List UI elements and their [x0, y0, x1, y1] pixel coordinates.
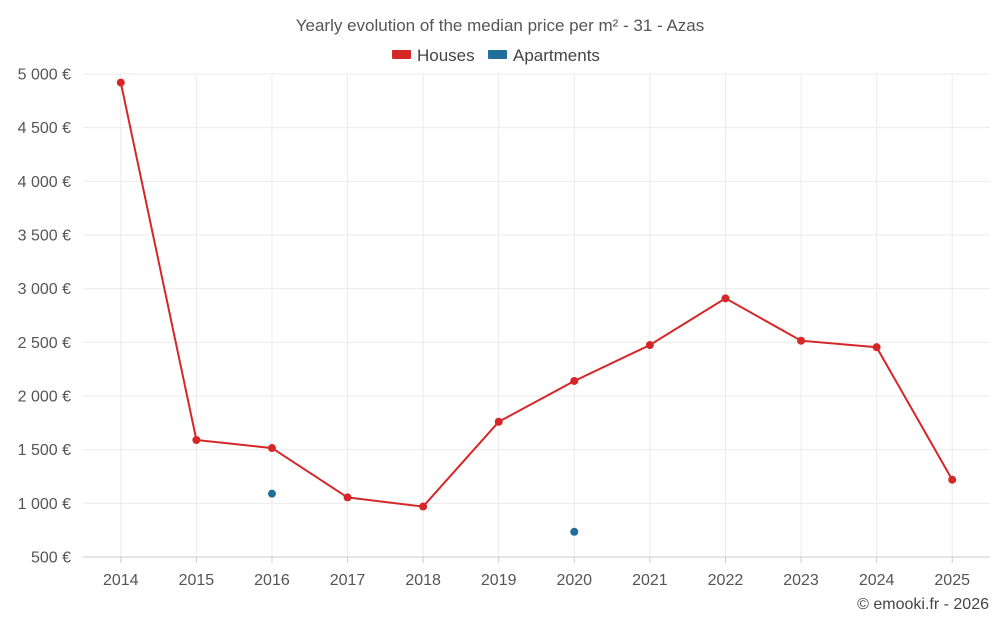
x-tick-label: 2020	[556, 572, 592, 589]
y-tick-label: 2 000 €	[18, 389, 71, 406]
apartments-point-2016[interactable]	[267, 489, 276, 498]
houses-point-2020[interactable]	[570, 376, 579, 385]
y-tick-label: 3 000 €	[18, 281, 71, 298]
axes: 500 € 1 000 € 1 500 € 2 000 € 2 500 € 3 000 €…	[18, 67, 990, 589]
x-tick-label: 2021	[632, 572, 668, 589]
y-tick-label: 1 000 €	[18, 496, 71, 513]
y-tick-label: 500 €	[31, 550, 71, 567]
grid-lines	[83, 73, 990, 558]
x-tick-label: 2024	[859, 572, 895, 589]
y-tick-label: 4 500 €	[18, 120, 71, 137]
y-tick-label: 1 500 €	[18, 442, 71, 459]
y-tick-label: 2 500 €	[18, 335, 71, 352]
x-tick-label: 2014	[103, 572, 139, 589]
x-tick-label: 2025	[934, 572, 970, 589]
x-tick-label: 2017	[330, 572, 366, 589]
legend-swatch-houses	[392, 50, 411, 59]
legend-item-houses[interactable]: Houses	[392, 46, 475, 65]
x-tick-label: 2015	[179, 572, 215, 589]
houses-point-2018[interactable]	[419, 502, 428, 511]
houses-point-2025[interactable]	[948, 475, 957, 484]
houses-series-line	[119, 82, 954, 508]
y-tick-label: 3 500 €	[18, 228, 71, 245]
legend-item-apartments[interactable]: Apartments	[488, 46, 600, 65]
apartments-point-2020[interactable]	[570, 527, 579, 536]
x-tick-label: 2023	[783, 572, 819, 589]
houses-point-2022[interactable]	[721, 294, 730, 303]
houses-point-2016[interactable]	[267, 444, 276, 453]
x-tick-label: 2016	[254, 572, 290, 589]
series-layer	[116, 78, 957, 536]
chart-title: Yearly evolution of the median price per…	[296, 16, 705, 35]
houses-point-2023[interactable]	[797, 336, 806, 345]
y-tick-label: 4 000 €	[18, 174, 71, 191]
x-tick-label: 2019	[481, 572, 517, 589]
legend-swatch-apartments	[488, 50, 507, 59]
x-tick-label: 2022	[708, 572, 744, 589]
x-tick-label: 2018	[405, 572, 441, 589]
legend[interactable]: Houses Apartments	[392, 46, 600, 65]
houses-point-2015[interactable]	[192, 436, 201, 445]
houses-point-2017[interactable]	[343, 493, 352, 502]
legend-label-apartments: Apartments	[513, 46, 600, 65]
houses-point-2019[interactable]	[494, 417, 503, 426]
legend-label-houses: Houses	[417, 46, 475, 65]
houses-point-2014[interactable]	[116, 78, 125, 87]
houses-point-2024[interactable]	[872, 343, 881, 352]
houses-point-2021[interactable]	[645, 341, 654, 350]
y-tick-label: 5 000 €	[18, 67, 71, 84]
credit-text: © emooki.fr - 2026	[857, 596, 989, 613]
